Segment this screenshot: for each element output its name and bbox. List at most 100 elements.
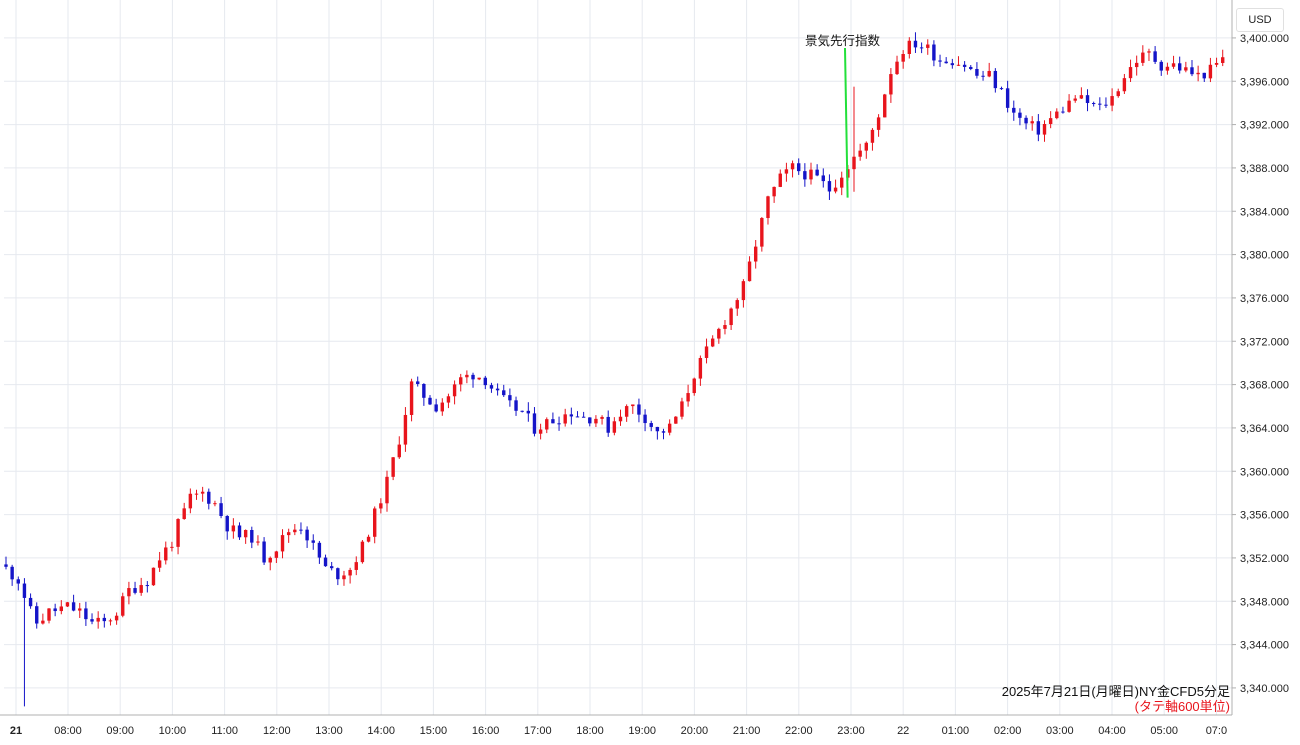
candle	[256, 535, 260, 546]
candle	[280, 529, 285, 559]
price-tick-label: 3,344.000	[1240, 640, 1289, 652]
candle	[28, 593, 33, 609]
candle	[360, 540, 365, 564]
candle	[889, 68, 893, 103]
candle	[655, 426, 660, 440]
candle-body	[305, 529, 309, 541]
candle	[624, 404, 629, 422]
candle-body	[22, 583, 27, 598]
chart-caption: 2025年7月21日(月曜日)NY金CFD5分足 (タテ軸600単位)	[1002, 684, 1230, 714]
candle-body	[1061, 111, 1065, 113]
candle	[1202, 72, 1206, 82]
candle-body	[526, 410, 531, 414]
candle	[336, 567, 340, 586]
candle-body	[981, 75, 985, 77]
candle-body	[741, 281, 746, 301]
candle	[1171, 55, 1176, 69]
candle	[422, 383, 426, 406]
candle-body	[588, 417, 592, 424]
candle	[293, 524, 297, 536]
candle-body	[594, 418, 598, 424]
candle	[594, 415, 598, 427]
candle	[944, 57, 948, 64]
candle-body	[993, 70, 998, 89]
candle-body	[151, 567, 156, 586]
candle	[600, 415, 604, 425]
candle-body	[219, 503, 223, 516]
candle-body	[1110, 96, 1114, 106]
candle	[514, 396, 518, 416]
candle	[489, 382, 494, 393]
currency-label[interactable]: USD	[1236, 8, 1284, 32]
candle	[784, 162, 789, 182]
candle-body	[1171, 63, 1176, 67]
time-tick-label: 04:00	[1098, 725, 1126, 737]
candle-body	[913, 40, 918, 48]
candle-body	[1036, 121, 1041, 135]
candle	[1153, 46, 1157, 65]
candle	[1104, 97, 1108, 108]
candle-body	[1116, 91, 1120, 97]
candle-body	[268, 557, 272, 563]
candle-body	[766, 196, 770, 219]
candle	[213, 500, 217, 507]
candle-body	[637, 404, 641, 415]
candle	[1030, 116, 1034, 131]
time-tick-label: 15:00	[420, 725, 448, 737]
candle	[729, 307, 733, 330]
candle-body	[336, 568, 340, 580]
candle-body	[852, 156, 856, 170]
grid-lines	[4, 0, 1236, 715]
price-tick-label: 3,380.000	[1240, 250, 1289, 262]
candle-body	[65, 602, 70, 607]
candle-body	[59, 606, 64, 612]
candle-body	[987, 70, 991, 77]
candle-body	[434, 404, 438, 412]
candle	[495, 383, 500, 396]
candle-body	[225, 515, 229, 532]
candle	[164, 541, 168, 565]
candle-body	[1208, 64, 1213, 79]
candle	[22, 578, 27, 707]
candle	[1018, 108, 1022, 126]
candles	[4, 32, 1225, 707]
candle	[459, 373, 463, 392]
candle-body	[182, 508, 186, 520]
candle	[1061, 106, 1065, 114]
candle-body	[403, 414, 408, 445]
candle-body	[121, 596, 125, 616]
candle	[883, 93, 887, 118]
annotation-leader-line	[844, 47, 849, 198]
candle-body	[557, 423, 561, 425]
candle	[1214, 57, 1219, 68]
candle	[1159, 60, 1163, 76]
candle	[926, 39, 930, 55]
candle	[121, 592, 125, 618]
price-tick-label: 3,372.000	[1240, 336, 1289, 348]
candle	[895, 55, 899, 75]
candle-body	[950, 63, 955, 66]
candle	[999, 86, 1004, 90]
candle-body	[1091, 103, 1096, 105]
candle-body	[667, 423, 672, 433]
candle	[250, 526, 254, 549]
candle	[385, 470, 389, 512]
candle	[323, 554, 328, 567]
candle	[10, 564, 14, 586]
candle-body	[465, 374, 469, 378]
candle-body	[188, 493, 193, 509]
candle-body	[1159, 61, 1163, 71]
candle	[1012, 100, 1016, 121]
candle-body	[545, 419, 549, 430]
candle	[379, 498, 383, 514]
candle	[1067, 94, 1071, 113]
candle-body	[133, 588, 137, 593]
candle-body	[790, 163, 795, 170]
candle	[84, 601, 88, 626]
candle-body	[907, 40, 912, 54]
candle	[747, 256, 752, 282]
candle	[538, 423, 543, 440]
candle	[471, 372, 475, 388]
time-tick-label: 22:00	[785, 725, 813, 737]
candle	[710, 335, 715, 348]
